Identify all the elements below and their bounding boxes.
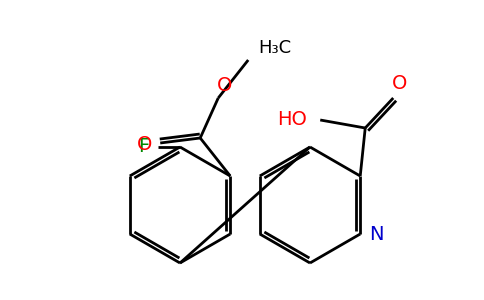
Text: O: O [136, 136, 152, 154]
Text: O: O [216, 76, 232, 95]
Text: N: N [369, 224, 383, 244]
Text: H₃C: H₃C [258, 39, 291, 57]
Text: O: O [392, 74, 407, 94]
Text: F: F [138, 137, 150, 157]
Text: HO: HO [277, 110, 307, 130]
